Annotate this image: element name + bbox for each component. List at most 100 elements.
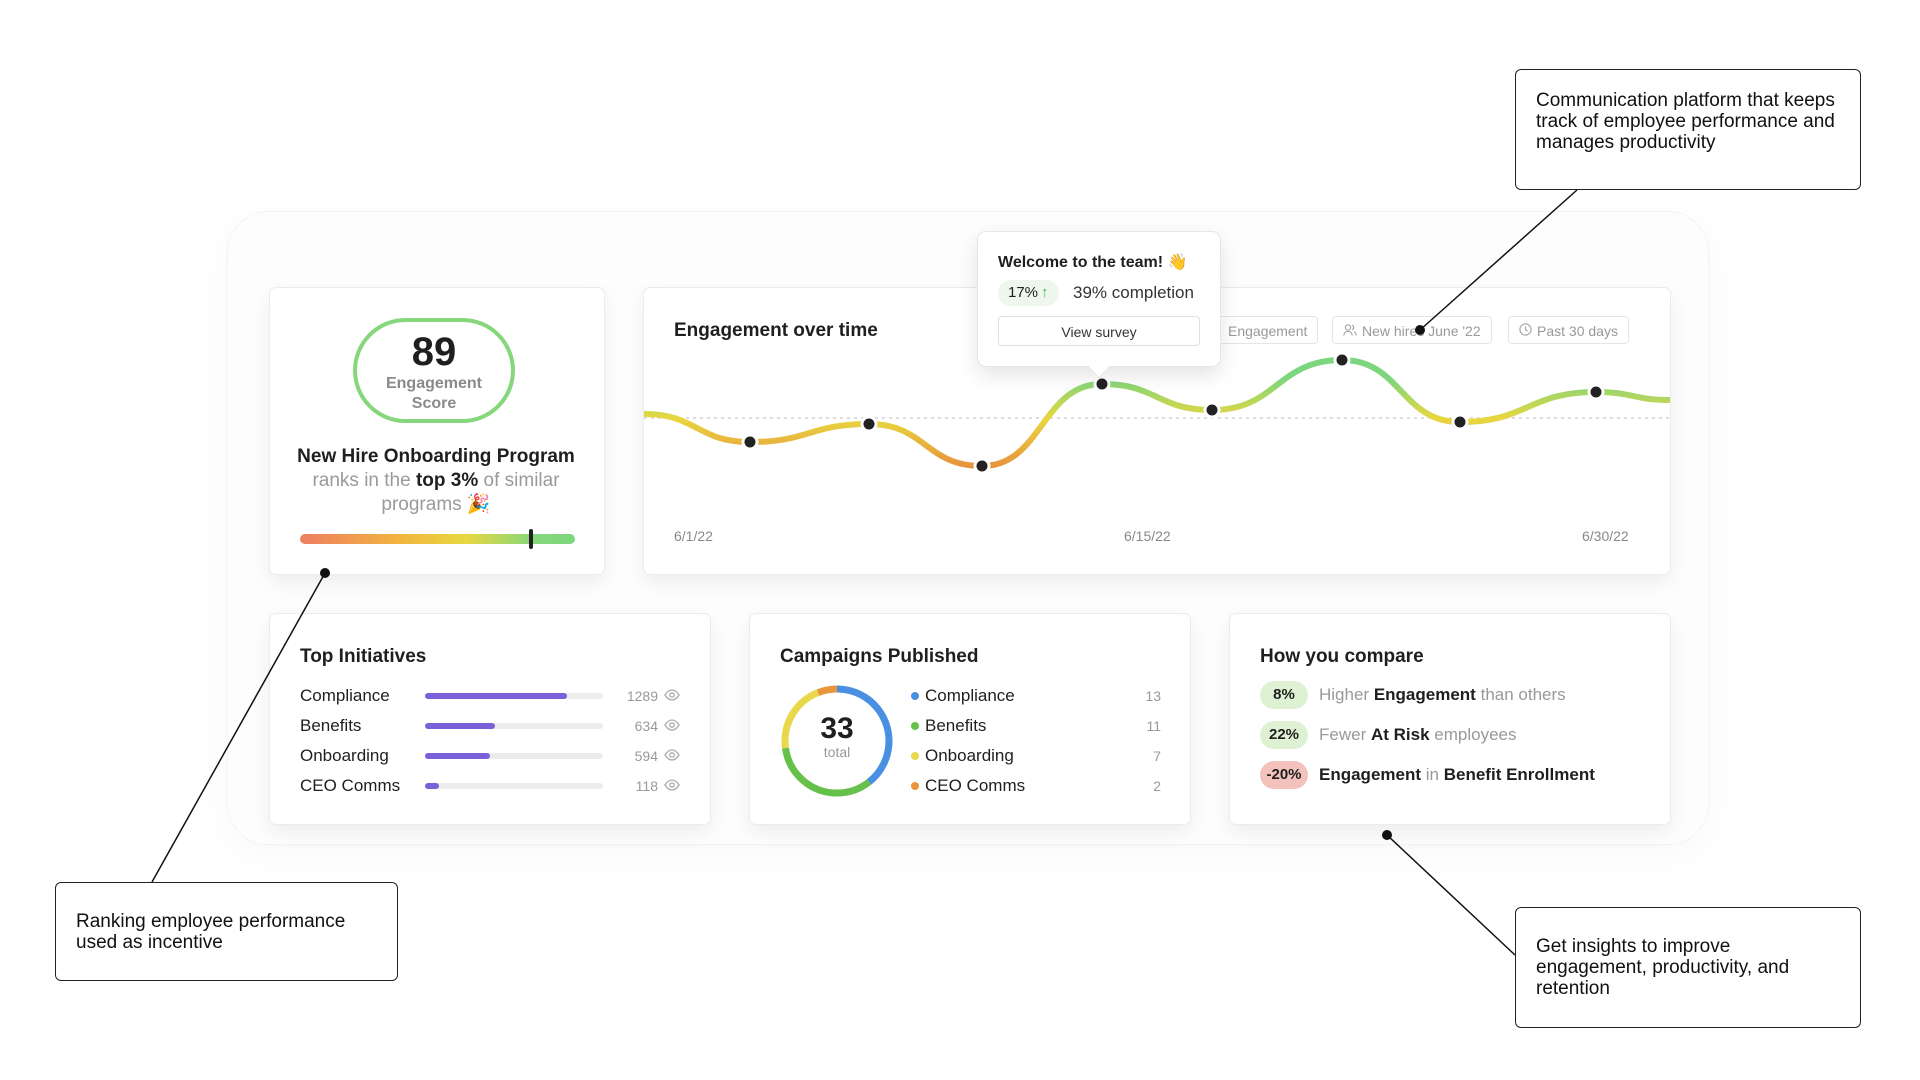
initiative-count: 594 [634, 748, 658, 764]
campaign-value: 7 [1153, 748, 1161, 764]
compare-badge: 22% [1260, 721, 1308, 749]
engagement-score-label: Engagement Score [385, 375, 482, 412]
data-point[interactable] [1093, 375, 1111, 393]
engagement-filter-label: Engagement [1228, 323, 1308, 339]
campaign-name: CEO Comms [925, 776, 1026, 795]
campaign-value: 13 [1145, 688, 1161, 704]
annotation-insights: Get insights to improve engagement, prod… [1515, 907, 1861, 1028]
initiative-row[interactable]: Benefits 634 [300, 711, 700, 741]
compare-mid: than others [1480, 685, 1566, 704]
initiative-name: Onboarding [300, 746, 389, 765]
eye-icon [664, 771, 680, 801]
ranking-text: New Hire Onboarding Program ranks in the… [290, 445, 582, 517]
ranks-in-text: ranks in the [312, 470, 411, 491]
annotation-ranking-performance: Ranking employee performance used as inc… [55, 882, 398, 981]
campaign-legend-row: Benefits 11 [911, 711, 1161, 741]
compare-metric: Engagement [1319, 765, 1422, 784]
initiative-name: Compliance [300, 686, 390, 705]
initiative-bar-track [425, 723, 603, 729]
initiative-row[interactable]: CEO Comms 118 [300, 771, 700, 801]
initiative-name: Benefits [300, 716, 362, 735]
wave-icon: 👋 [1167, 254, 1188, 271]
initiative-bar-fill [425, 753, 491, 759]
initiative-row[interactable]: Onboarding 594 [300, 741, 700, 771]
compare-target: Benefit Enrollment [1443, 765, 1595, 784]
compare-pre: Fewer [1319, 725, 1367, 744]
engagement-series-line [644, 356, 1670, 470]
engagement-filter[interactable]: Engagement [1217, 316, 1319, 344]
compare-metric: Engagement [1373, 685, 1476, 704]
initiative-bar-track [425, 783, 603, 789]
initiative-bar-fill [425, 723, 495, 729]
celebrate-icon: 🎉 [466, 494, 491, 515]
campaigns-donut-chart [781, 685, 893, 797]
users-icon [1343, 317, 1357, 345]
annotation-communication-platform: Communication platform that keeps track … [1515, 69, 1861, 190]
initiative-count: 1289 [626, 688, 658, 704]
top-initiatives-card: Top Initiatives Compliance 1289 Benefits 63… [270, 614, 710, 824]
percentile-gradient-bar [300, 529, 575, 549]
campaign-name: Benefits [925, 716, 987, 735]
compare-row: -20% Engagement in Benefit Enrollment [1260, 761, 1595, 789]
compare-row: 8% Higher Engagement than others [1260, 681, 1590, 709]
campaign-value: 2 [1153, 778, 1161, 794]
compare-mid: employees [1434, 725, 1517, 744]
leader-line-bottom-right [1386, 834, 1516, 956]
donut-segment [781, 685, 893, 797]
campaign-legend-row: CEO Comms 2 [911, 771, 1161, 801]
initiative-bar-fill [425, 693, 567, 699]
data-point[interactable] [1333, 351, 1351, 369]
data-point[interactable] [1587, 383, 1605, 401]
score-ring: 89 Engagement Score [353, 318, 515, 423]
data-point[interactable] [1451, 413, 1469, 431]
legend-dot [911, 782, 919, 790]
initiative-count: 634 [634, 718, 658, 734]
initiative-bar-track [425, 693, 603, 699]
top-initiatives-title: Top Initiatives [300, 646, 427, 667]
x-tick-label: 6/15/22 [1124, 528, 1171, 544]
data-point[interactable] [1203, 401, 1221, 419]
engagement-score-card: 89 Engagement Score New Hire Onboarding … [270, 288, 604, 574]
campaigns-total: 33 [820, 712, 854, 745]
survey-tooltip: Welcome to the team! 👋 17% ↑ 39% completi… [978, 232, 1220, 366]
legend-dot [911, 722, 919, 730]
chart-title: Engagement over time [674, 320, 878, 341]
compare-text: Higher Engagement than others [1319, 681, 1566, 709]
view-survey-button[interactable]: View survey [998, 316, 1200, 346]
tooltip-change-badge: 17% ↑ [998, 280, 1059, 306]
initiative-bar-fill [425, 783, 440, 789]
donut-segment [781, 685, 893, 797]
engagement-score-value: 89 [411, 330, 457, 374]
program-name: New Hire Onboarding Program [297, 446, 575, 467]
arrow-up-icon: ↑ [1041, 284, 1049, 301]
compare-badge: -20% [1260, 761, 1308, 789]
campaign-name: Onboarding [925, 746, 1014, 765]
tooltip-change-value: 17% [1008, 284, 1039, 301]
campaigns-title: Campaigns Published [780, 646, 979, 667]
compare-row: 22% Fewer At Risk employees [1260, 721, 1590, 749]
donut-segment [781, 685, 893, 797]
initiative-name: CEO Comms [300, 776, 401, 795]
initiative-count: 118 [635, 778, 658, 794]
compare-text: Engagement in Benefit Enrollment [1319, 761, 1595, 789]
campaigns-card: Campaigns Published 33 total Compliance 1… [750, 614, 1190, 824]
compare-pre: Higher [1319, 685, 1370, 704]
compare-text: Fewer At Risk employees [1319, 721, 1517, 749]
tooltip-completion: 39% completion [1073, 283, 1194, 302]
legend-dot [911, 692, 919, 700]
similar-programs-text: of similar programs [381, 470, 560, 515]
x-tick-label: 6/30/22 [1582, 528, 1629, 544]
data-point[interactable] [741, 433, 759, 451]
x-tick-label: 6/1/22 [674, 528, 713, 544]
compare-metric: At Risk [1370, 725, 1430, 744]
data-point[interactable] [973, 457, 991, 475]
tooltip-title-text: Welcome to the team! [998, 254, 1164, 271]
data-point[interactable] [860, 415, 878, 433]
campaign-name: Compliance [925, 686, 1015, 705]
initiative-bar-track [425, 753, 603, 759]
campaign-value: 11 [1146, 718, 1161, 734]
how-you-compare-card: How you compare 8% Higher Engagement than… [1230, 614, 1670, 824]
campaigns-total-label: total [823, 744, 851, 760]
initiative-row[interactable]: Compliance 1289 [300, 681, 700, 711]
campaign-legend-row: Onboarding 7 [911, 741, 1161, 771]
